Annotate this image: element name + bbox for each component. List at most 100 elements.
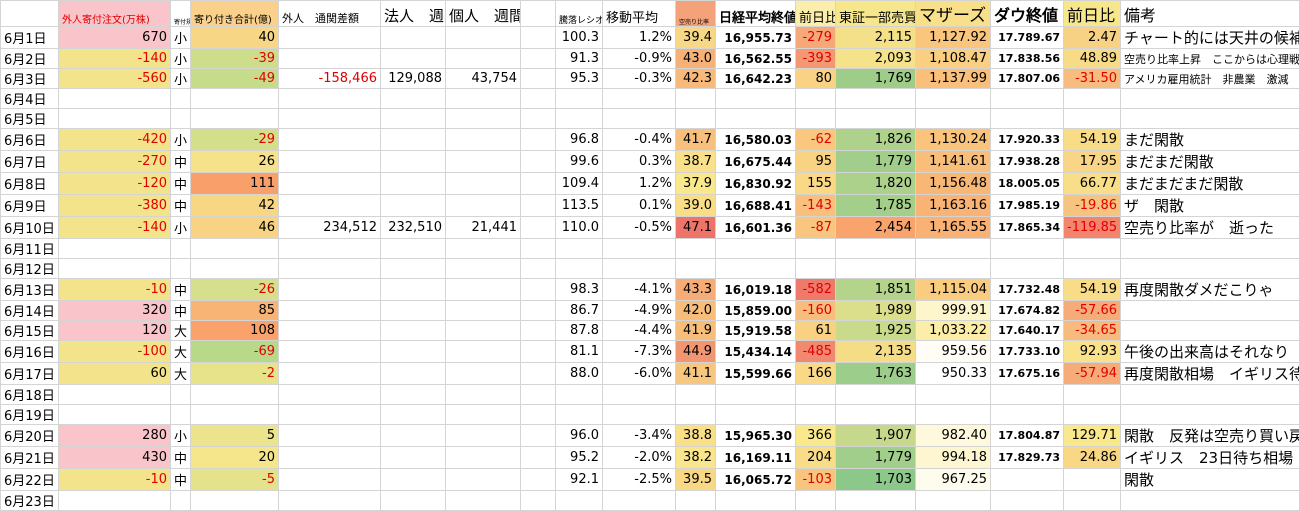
- cell: [796, 239, 836, 259]
- cell: -0.9%: [603, 49, 676, 69]
- cell: 16,830.92: [716, 173, 796, 195]
- cell: [446, 49, 521, 69]
- cell: [446, 259, 521, 279]
- empty-cell: [521, 27, 556, 49]
- row: 6月12日: [1, 259, 1299, 279]
- cell: -39: [191, 49, 279, 69]
- cell: 95: [796, 151, 836, 173]
- column-header: 日経平均終値: [716, 1, 796, 27]
- cell: 92.1: [556, 469, 603, 491]
- cell: [381, 341, 446, 363]
- cell: [991, 109, 1064, 129]
- cell: -2.5%: [603, 469, 676, 491]
- cell: [381, 173, 446, 195]
- cell: -69: [191, 341, 279, 363]
- cell: [836, 385, 916, 405]
- cell: [279, 129, 381, 151]
- cell: 95.2: [556, 447, 603, 469]
- date-cell: 6月17日: [1, 363, 59, 385]
- cell: [556, 109, 603, 129]
- cell: 108: [191, 321, 279, 341]
- cell: 17.829.73: [991, 447, 1064, 469]
- cell: 24.86: [1064, 447, 1121, 469]
- date-cell: 6月19日: [1, 405, 59, 425]
- empty-cell: [521, 491, 556, 511]
- cell: -26: [191, 279, 279, 301]
- cell: [446, 491, 521, 511]
- cell: [446, 173, 521, 195]
- cell: 280: [59, 425, 171, 447]
- empty-cell: [521, 151, 556, 173]
- cell: 366: [796, 425, 836, 447]
- cell: [991, 469, 1064, 491]
- cell: 15,919.58: [716, 321, 796, 341]
- cell: [836, 259, 916, 279]
- cell: -0.3%: [603, 69, 676, 89]
- cell: [556, 89, 603, 109]
- cell: 1,826: [836, 129, 916, 151]
- cell: [381, 49, 446, 69]
- cell: 994.18: [916, 447, 991, 469]
- cell: 中: [171, 469, 191, 491]
- cell: -10: [59, 469, 171, 491]
- cell: [446, 89, 521, 109]
- empty-cell: [521, 425, 556, 447]
- cell: 42.3: [676, 69, 716, 89]
- cell: [676, 491, 716, 511]
- cell: 999.91: [916, 301, 991, 321]
- cell: 96.8: [556, 129, 603, 151]
- cell: -279: [796, 27, 836, 49]
- date-cell: 6月18日: [1, 385, 59, 405]
- cell: -57.66: [1064, 301, 1121, 321]
- cell: 中: [171, 301, 191, 321]
- cell: [279, 195, 381, 217]
- date-cell: 6月15日: [1, 321, 59, 341]
- date-cell: 6月22日: [1, 469, 59, 491]
- cell: -4.9%: [603, 301, 676, 321]
- cell: 982.40: [916, 425, 991, 447]
- cell: 2,454: [836, 217, 916, 239]
- date-cell: 6月14日: [1, 301, 59, 321]
- cell: 21,441: [446, 217, 521, 239]
- cell: [676, 109, 716, 129]
- cell: [1121, 321, 1299, 341]
- cell: 1,130.24: [916, 129, 991, 151]
- cell: [279, 405, 381, 425]
- cell: 1,703: [836, 469, 916, 491]
- cell: [446, 129, 521, 151]
- date-cell: 6月20日: [1, 425, 59, 447]
- cell: 155: [796, 173, 836, 195]
- cell: [279, 425, 381, 447]
- cell: 16,675.44: [716, 151, 796, 173]
- cell: -57.94: [1064, 363, 1121, 385]
- cell: 46: [191, 217, 279, 239]
- cell: [191, 405, 279, 425]
- cell: [279, 173, 381, 195]
- cell: 86.7: [556, 301, 603, 321]
- cell: [191, 259, 279, 279]
- cell: 中: [171, 279, 191, 301]
- cell: [991, 259, 1064, 279]
- cell: 670: [59, 27, 171, 49]
- cell: 17.640.17: [991, 321, 1064, 341]
- cell: 17.732.48: [991, 279, 1064, 301]
- column-header: 前日比: [1064, 1, 1121, 27]
- cell: 17.674.82: [991, 301, 1064, 321]
- cell: [716, 491, 796, 511]
- cell: 232,510: [381, 217, 446, 239]
- cell: -140: [59, 217, 171, 239]
- cell: [446, 151, 521, 173]
- cell: 1,141.61: [916, 151, 991, 173]
- cell: 1,907: [836, 425, 916, 447]
- cell: 98.3: [556, 279, 603, 301]
- cell: [279, 109, 381, 129]
- cell: 閑散 反発は空売り買い戻しか: [1121, 425, 1299, 447]
- cell: -3.4%: [603, 425, 676, 447]
- cell: [1064, 109, 1121, 129]
- cell: 96.0: [556, 425, 603, 447]
- cell: [171, 89, 191, 109]
- cell: 41.1: [676, 363, 716, 385]
- empty-cell: [521, 321, 556, 341]
- cell: -120: [59, 173, 171, 195]
